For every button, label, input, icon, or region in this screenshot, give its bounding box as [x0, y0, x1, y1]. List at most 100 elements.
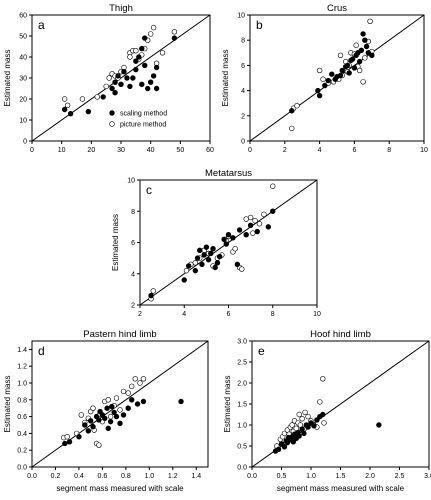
panel-letter: e — [258, 344, 265, 358]
x-tick-label: 50 — [176, 147, 184, 154]
x-tick-label: 60 — [206, 147, 214, 154]
panel-pastern-hind-limb: 0.0 0.2 0.4 0.6 0.8 1.0 1.2 1.4 0.0 0.2 0.4 0.6 0.8 1… — [3, 329, 209, 493]
data-point-picture — [252, 217, 258, 224]
data-point-scaling — [181, 277, 187, 283]
data-point-picture — [103, 83, 109, 90]
y-tick-label: 0 — [241, 139, 245, 146]
legend: scaling method picture method — [109, 110, 167, 129]
data-point-scaling — [90, 423, 96, 430]
data-point-picture — [113, 395, 120, 401]
x-tick-label: 10 — [420, 147, 428, 154]
data-point-picture — [247, 214, 254, 221]
data-point-scaling — [305, 424, 311, 430]
data-point-scaling — [115, 73, 121, 79]
data-point-scaling — [365, 50, 372, 56]
y-tick-label: 60 — [19, 13, 27, 20]
data-point-scaling — [275, 446, 282, 453]
x-tick-label: 6 — [227, 311, 231, 318]
data-point-scaling — [247, 222, 254, 229]
data-point-scaling — [344, 62, 351, 69]
data-point-picture — [337, 52, 344, 59]
x-tick-label: 0.6 — [98, 473, 108, 480]
data-point-scaling — [281, 444, 288, 450]
y-tick-label: 2 — [241, 113, 245, 120]
data-point-scaling — [136, 54, 142, 60]
data-point-scaling — [236, 227, 243, 233]
y-tick-label: 1.2 — [17, 364, 27, 371]
data-point-scaling — [109, 85, 115, 92]
data-point-scaling — [133, 58, 139, 64]
data-point-scaling — [121, 68, 127, 75]
x-tick-label: 4 — [318, 147, 322, 154]
y-tick-label: 0.6 — [17, 414, 27, 421]
data-point-picture — [137, 380, 143, 386]
y-tick-label: 1.0 — [237, 423, 247, 430]
data-point-picture — [321, 420, 327, 426]
x-tick-label: 8 — [387, 147, 391, 154]
data-point-scaling — [129, 397, 135, 403]
data-point-scaling — [105, 425, 111, 432]
x-tick-label: 30 — [117, 147, 125, 154]
x-tick-label: 2.5 — [395, 473, 405, 480]
data-point-picture — [64, 434, 70, 440]
x-tick-label: 0.4 — [74, 473, 84, 480]
data-point-picture — [117, 407, 123, 413]
x-tick-label: 4 — [182, 311, 186, 318]
data-point-picture — [127, 54, 133, 60]
data-point-scaling — [145, 85, 151, 92]
x-tick-label: 3.0 — [424, 473, 431, 480]
data-point-scaling — [337, 72, 344, 79]
data-point-picture — [150, 24, 157, 31]
data-point-scaling — [140, 398, 147, 405]
x-tick-label: 20 — [87, 147, 95, 154]
data-point-scaling — [192, 267, 199, 274]
data-point-scaling — [197, 247, 203, 254]
y-axis-label: Estimated mass — [111, 214, 120, 271]
y-axis-label: Estimated mass — [3, 376, 12, 433]
x-tick-label: 0 — [30, 147, 34, 154]
panel-letter: b — [256, 18, 263, 32]
data-point-scaling — [61, 106, 68, 113]
data-point-picture — [133, 47, 139, 54]
data-point-scaling — [325, 77, 331, 84]
data-point-picture — [320, 76, 326, 82]
y-tick-label: 2 — [131, 303, 135, 310]
data-point-scaling — [315, 87, 321, 94]
y-tick-label: 0.2 — [17, 448, 27, 455]
panel-letter: d — [38, 344, 45, 358]
data-point-picture — [360, 79, 366, 85]
data-point-scaling — [225, 231, 232, 238]
x-tick-label: 1.0 — [306, 473, 316, 480]
y-tick-label: 10 — [127, 178, 135, 185]
data-point-picture — [250, 230, 256, 236]
y-axis-label: Estimated mass — [223, 376, 232, 433]
data-point-scaling — [223, 241, 229, 247]
data-point-scaling — [314, 417, 320, 423]
x-tick-label: 2 — [283, 147, 287, 154]
data-point-scaling — [153, 85, 160, 92]
data-point-scaling — [221, 236, 227, 243]
data-point-scaling — [290, 439, 296, 445]
data-point-scaling — [210, 246, 216, 252]
y-tick-label: 1.0 — [17, 381, 27, 388]
x-tick-label: 1.4 — [191, 473, 201, 480]
y-tick-label: 40 — [19, 55, 27, 62]
panel-title: Hoof hind limb — [310, 329, 371, 340]
data-point-scaling — [85, 108, 92, 115]
data-point-scaling — [316, 92, 323, 99]
data-point-scaling — [322, 82, 328, 89]
x-tick-label: 10 — [58, 147, 66, 154]
identity-line — [139, 179, 318, 306]
panel-letter: c — [146, 183, 152, 197]
y-tick-label: 30 — [19, 76, 27, 83]
data-point-picture — [90, 405, 96, 411]
panel-title: Crus — [327, 3, 347, 14]
y-tick-label: 0.0 — [237, 465, 247, 472]
data-point-picture — [64, 102, 71, 109]
data-point-scaling — [113, 413, 120, 420]
data-point-picture — [317, 399, 323, 405]
identity-line — [31, 340, 209, 468]
data-point-scaling — [148, 292, 154, 299]
y-tick-label: 8 — [131, 209, 135, 216]
x-tick-label: 40 — [147, 147, 155, 154]
